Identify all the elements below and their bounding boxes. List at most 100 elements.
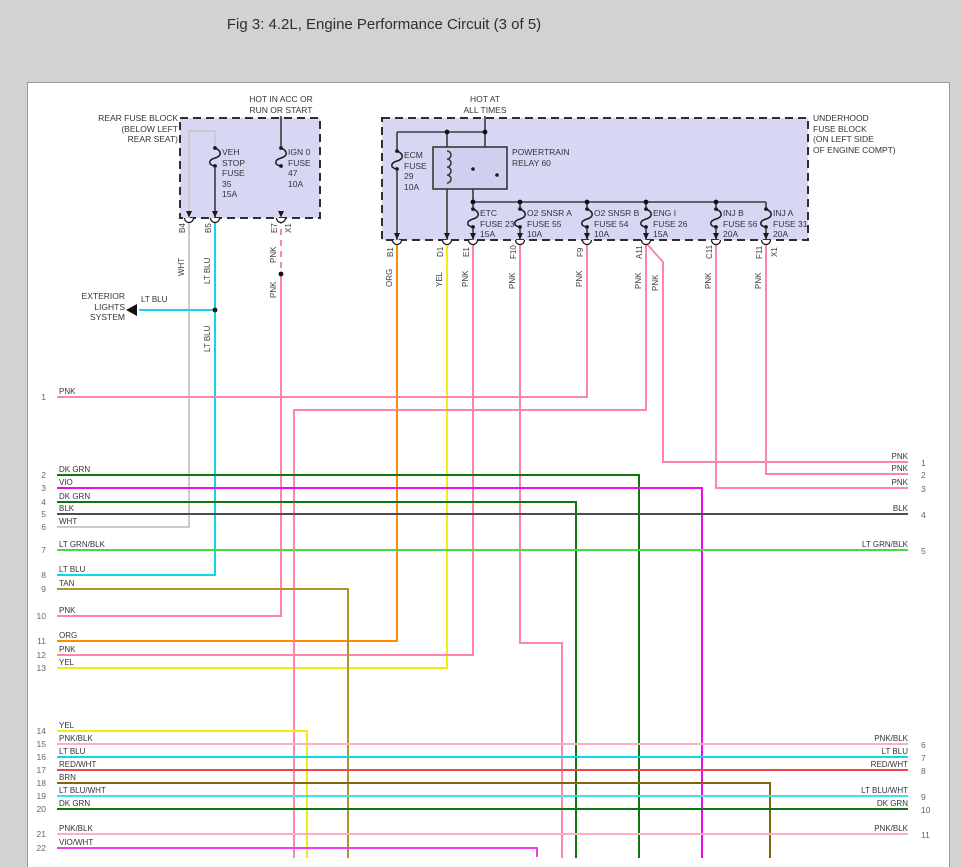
left-row-number: 8 (41, 570, 46, 580)
left-row-label: PNK (59, 387, 76, 396)
right-row-label: PNK (891, 478, 908, 487)
wire-color-tag: PNK (651, 274, 660, 291)
pin-designator: F10 (509, 245, 518, 259)
junction-dot (482, 129, 488, 135)
right-row-number: 11 (921, 830, 930, 840)
wire-brn (57, 782, 771, 858)
powertrain-relay-box (432, 146, 508, 190)
left-row-label: PNK/BLK (59, 734, 93, 743)
fuse-terminal-dot (764, 225, 768, 229)
left-row-label: TAN (59, 579, 75, 588)
fuse-terminal-dot (644, 225, 648, 229)
pin-arrow (186, 211, 192, 218)
right-row-number: 4 (921, 510, 926, 520)
left-row-label: WHT (59, 517, 78, 526)
pin-designator: E7 (270, 223, 279, 233)
left-row-number: 2 (41, 470, 46, 480)
pin-arrow (212, 211, 218, 218)
left-row-label: RED/WHT (59, 760, 97, 769)
wire-pnk (57, 240, 474, 656)
right-row-number: 2 (921, 470, 926, 480)
left-row-number: 16 (36, 752, 46, 762)
underhood-fuse-block-label: UNDERHOOD FUSE BLOCK (ON LEFT SIDE OF EN… (813, 113, 896, 155)
left-row-number: 22 (36, 843, 46, 853)
fuse-symbol (514, 208, 526, 228)
pin-designator: C11 (705, 244, 714, 259)
wire-pnk (715, 240, 908, 489)
fuse-label: O2 SNSR B FUSE 54 10A (594, 208, 640, 239)
fuse-symbol (581, 208, 593, 228)
fuse-symbol (275, 147, 287, 167)
fuse-terminal-dot (518, 225, 522, 229)
fuse-label: VEH STOP FUSE 35 15A (222, 147, 245, 199)
wire-color-tag: PNK (269, 246, 278, 263)
wire-pnk (57, 240, 588, 398)
right-row-number: 7 (921, 753, 926, 763)
junction-dot (517, 199, 523, 205)
left-row-number: 15 (36, 739, 46, 749)
pin-designator: X1 (770, 247, 779, 257)
right-row-label: LT BLU/WHT (861, 786, 908, 795)
pin-arrow (394, 233, 400, 240)
wire-color-tag: PNK (269, 281, 278, 298)
left-row-number: 9 (41, 584, 46, 594)
wire-color-tag: PNK (754, 272, 763, 289)
right-row-label: BLK (892, 504, 908, 513)
fuse-terminal-dot (471, 225, 475, 229)
right-row-number: 8 (921, 766, 926, 776)
fuse-terminal-dot (279, 164, 283, 168)
wire-color-tag: PNK (634, 272, 643, 289)
wire-org (57, 240, 398, 642)
pin-cup (275, 217, 287, 224)
pin-designator: D1 (436, 246, 445, 257)
left-row-label: DK GRN (59, 465, 91, 474)
fuse-terminal-dot (395, 167, 399, 171)
left-row-label: BRN (59, 773, 76, 782)
left-row-number: 14 (36, 726, 46, 736)
pin-cup (441, 239, 453, 246)
pin-arrow (444, 233, 450, 240)
fuse-symbol (710, 208, 722, 228)
right-row-label: DK GRN (876, 799, 908, 808)
fuse-terminal-dot (213, 146, 217, 150)
wire-color-tag: PNK (461, 270, 470, 287)
left-row-number: 6 (41, 522, 46, 532)
fuse-label: O2 SNSR A FUSE 55 10A (527, 208, 572, 239)
wire-color-tag: WHT (177, 257, 186, 276)
fuse-label: INJ B FUSE 56 20A (723, 208, 758, 239)
wire-pnk (57, 274, 282, 617)
wire-color-tag: ORG (385, 268, 394, 287)
left-row-label: VIO (59, 478, 73, 487)
fuse-symbol (760, 208, 772, 228)
wire-dk_grn (57, 501, 577, 858)
junction-dot (444, 129, 450, 135)
wire-color-tag: LT BLU (203, 257, 212, 284)
pin-designator: B1 (386, 247, 395, 257)
pin-designator: B5 (204, 223, 213, 233)
power-feed-label: HOT AT ALL TIMES (463, 94, 507, 115)
left-row-number: 11 (37, 636, 46, 646)
pin-cup (467, 239, 479, 246)
left-row-number: 5 (41, 509, 46, 519)
fuse-terminal-dot (213, 164, 217, 168)
junction-dot (643, 199, 649, 205)
fuse-terminal-dot (714, 225, 718, 229)
left-row-number: 20 (36, 804, 46, 814)
pin-designator: F9 (576, 247, 585, 257)
right-row-label: RED/WHT (870, 760, 908, 769)
figure-title: Fig 3: 4.2L, Engine Performance Circuit … (226, 16, 542, 33)
fuse-label: ETC FUSE 23 15A (480, 208, 515, 239)
right-row-label: PNK/BLK (874, 824, 908, 833)
left-row-label: YEL (59, 721, 75, 730)
fuse-terminal-dot (644, 207, 648, 211)
fuse-symbol (391, 150, 403, 170)
pin-arrow (470, 233, 476, 240)
fuse-terminal-dot (395, 149, 399, 153)
pin-arrow (713, 233, 719, 240)
left-row-number: 4 (41, 497, 46, 507)
exterior-wire-color-label: LT BLU (141, 295, 168, 304)
left-row-label: VIO/WHT (59, 838, 94, 847)
wire-color-tag: LT BLU (203, 325, 212, 352)
left-row-label: LT BLU (59, 565, 86, 574)
